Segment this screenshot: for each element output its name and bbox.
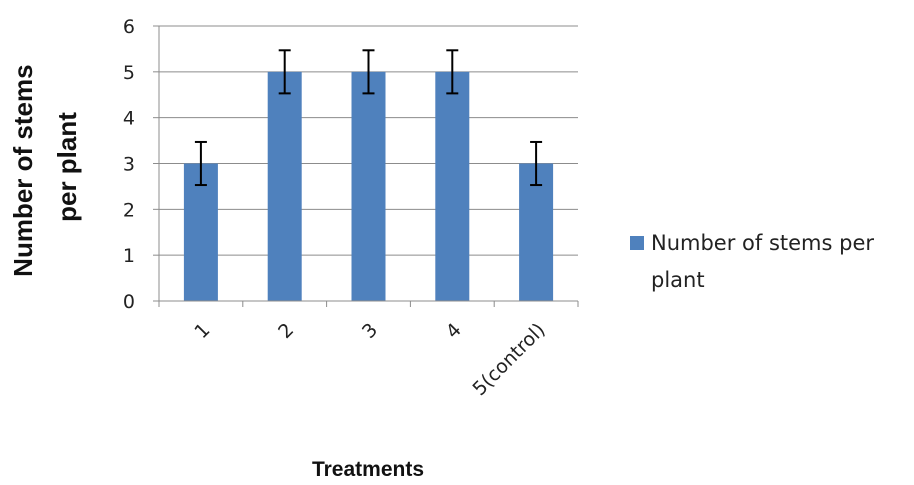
y-tick-label: 6 <box>123 16 135 38</box>
y-axis-label: Number of stems per plant <box>8 57 82 277</box>
legend-swatch <box>630 236 644 250</box>
error-bars <box>194 49 543 187</box>
x-tick-label: 2 <box>274 319 298 343</box>
axes <box>158 26 578 302</box>
bar <box>351 71 386 301</box>
x-tick-label: 4 <box>442 319 466 343</box>
bar <box>267 71 302 301</box>
y-axis-ticks: 0 1 2 3 4 5 6 <box>123 16 159 313</box>
y-tick-label: 0 <box>123 291 135 313</box>
bar <box>183 163 218 301</box>
bars <box>183 71 554 301</box>
y-axis-label-line-1: Number of stems <box>8 64 38 276</box>
x-axis-label: Treatments <box>312 458 424 481</box>
legend-label-line-1: Number of stems per <box>651 231 874 255</box>
y-tick-label: 5 <box>123 62 135 84</box>
y-tick-label: 3 <box>123 154 135 176</box>
y-tick-label: 1 <box>123 245 135 267</box>
y-axis-label-line-2: per plant <box>52 112 82 222</box>
bar <box>435 71 470 301</box>
x-axis-ticks: 1 2 3 4 5(control) <box>158 301 579 400</box>
bar <box>519 163 554 301</box>
y-tick-label: 4 <box>123 108 135 130</box>
legend: Number of stems per plant <box>630 231 874 292</box>
x-tick-label: 1 <box>190 319 214 343</box>
x-tick-label: 5(control) <box>468 319 549 400</box>
x-tick-label: 3 <box>358 319 382 343</box>
legend-label-line-2: plant <box>651 268 705 292</box>
y-tick-label: 2 <box>123 199 135 221</box>
